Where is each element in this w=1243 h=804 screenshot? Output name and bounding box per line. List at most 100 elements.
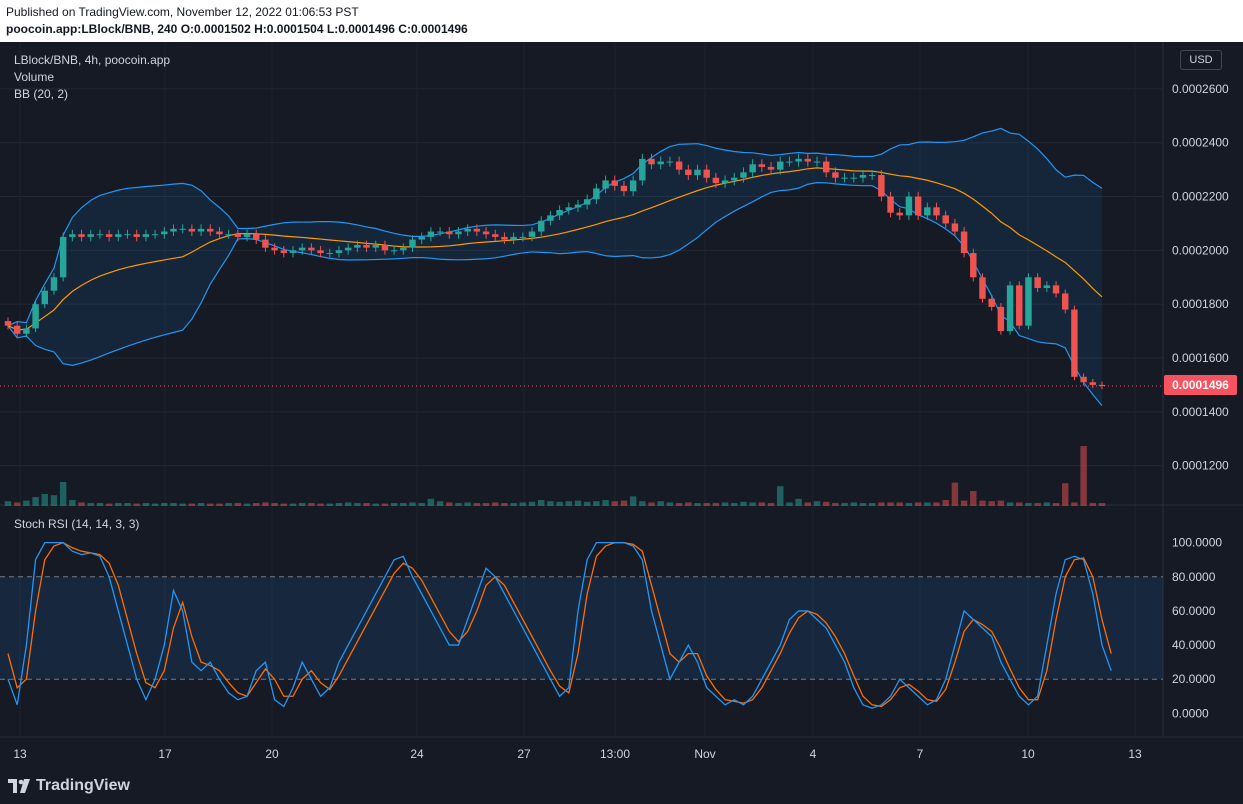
volume-bar xyxy=(896,502,903,506)
candle-body xyxy=(344,247,352,251)
candle-body xyxy=(721,180,729,184)
candle-body xyxy=(988,298,995,307)
candle-body xyxy=(556,210,563,216)
volume-bar xyxy=(105,503,113,506)
candle-body xyxy=(1043,285,1051,289)
volume-bar xyxy=(988,501,995,506)
volume-bar xyxy=(914,502,922,506)
candle-body xyxy=(878,175,885,197)
ohlc-line: poocoin.app:LBlock/BNB, 240 O:0.0001502 … xyxy=(6,22,468,36)
candle-body xyxy=(979,277,986,299)
volume-bar xyxy=(418,503,425,506)
high-label: H: xyxy=(254,22,267,36)
candle-body xyxy=(271,247,278,251)
stoch-tick-label: 40.0000 xyxy=(1172,638,1216,652)
candle-body xyxy=(1062,293,1069,310)
candle-body xyxy=(703,169,710,178)
close-label: C: xyxy=(398,22,411,36)
volume-bar xyxy=(170,503,177,506)
volume-bar xyxy=(565,501,573,506)
volume-bar xyxy=(161,503,168,506)
bb-basis-line xyxy=(7,167,1103,331)
stoch-tick-label: 0.0000 xyxy=(1172,706,1209,720)
time-tick-label: 27 xyxy=(517,747,531,761)
volume-bar xyxy=(611,501,618,506)
volume-bar xyxy=(602,500,609,506)
volume-bar xyxy=(197,503,205,506)
time-tick-label: 4 xyxy=(810,747,817,761)
candle-body xyxy=(4,321,12,326)
candle-body xyxy=(492,234,499,237)
legend-bb[interactable]: BB (20, 2) xyxy=(14,87,69,101)
volume-bar xyxy=(979,500,986,506)
candle-body xyxy=(565,207,573,210)
bb-fill xyxy=(8,128,1102,406)
legend-stoch-rsi[interactable]: Stoch RSI (14, 14, 3, 3) xyxy=(14,517,140,531)
volume-bar xyxy=(96,503,104,506)
candle-body xyxy=(997,306,1005,332)
volume-bar xyxy=(179,503,186,506)
candle-body xyxy=(795,158,802,162)
legend-volume[interactable]: Volume xyxy=(14,70,55,84)
candle-body xyxy=(905,196,913,216)
candle-body xyxy=(767,166,775,170)
candle-body xyxy=(593,188,600,200)
candle-body xyxy=(712,177,720,184)
candle-body xyxy=(32,304,39,329)
volume-bar xyxy=(749,502,756,506)
volume-bar xyxy=(1052,503,1060,506)
volume-bar xyxy=(308,503,315,506)
volume-bar xyxy=(832,503,839,506)
volume-bar xyxy=(795,498,802,506)
candle-body xyxy=(280,250,288,254)
current-price-tag: 0.0001496 xyxy=(1164,375,1237,395)
candle-body xyxy=(372,244,379,248)
candle-body xyxy=(262,239,269,248)
volume-bar xyxy=(188,503,196,506)
candle-body xyxy=(289,250,297,254)
candle-body xyxy=(96,234,104,236)
chart-area[interactable]: 0.0002600 0.0002400 0.0002200 0.0002000 0.00… xyxy=(0,42,1243,770)
candle-body xyxy=(914,196,922,216)
candle-body xyxy=(749,164,756,173)
candle-body xyxy=(105,234,113,237)
legend-title: LBlock/BNB, 4h, poocoin.app xyxy=(14,53,171,67)
candle-body xyxy=(87,234,94,237)
volume-bar xyxy=(381,503,389,506)
candle-body xyxy=(666,161,674,163)
candle-body xyxy=(133,234,140,237)
candle-body xyxy=(59,236,67,278)
volume-bar xyxy=(50,495,58,506)
volume-bar xyxy=(326,503,333,506)
tradingview-logo-icon xyxy=(8,779,30,793)
volume-bar xyxy=(41,494,48,506)
volume-bar xyxy=(225,503,232,506)
volume-bar xyxy=(427,498,435,506)
chart-canvas[interactable]: 0.0002600 0.0002400 0.0002200 0.0002000 0.00… xyxy=(0,42,1243,770)
close-value: 0.0001496 xyxy=(410,22,468,36)
candle-body xyxy=(1052,285,1060,294)
volume-bar xyxy=(289,503,297,506)
published-text: Published on TradingView.com, November 1… xyxy=(6,5,359,19)
volume-bar xyxy=(740,501,747,506)
volume-bar xyxy=(344,502,352,506)
tradingview-logo[interactable]: TradingView xyxy=(8,777,130,795)
candle-body xyxy=(124,234,131,236)
candle-body xyxy=(859,175,867,178)
volume-bar xyxy=(878,502,885,506)
volume-bar xyxy=(390,503,398,506)
volume-bar xyxy=(1062,483,1069,506)
candle-body xyxy=(758,164,766,167)
candle-body xyxy=(868,175,876,177)
currency-button[interactable]: USD xyxy=(1180,50,1222,70)
volume-bar xyxy=(253,503,260,506)
volume-bar xyxy=(721,502,729,506)
stoch-tick-label: 80.0000 xyxy=(1172,570,1216,584)
brand-name: TradingView xyxy=(36,777,130,794)
volume-bar xyxy=(841,503,848,506)
candle-body xyxy=(151,234,159,236)
low-label: L: xyxy=(326,22,339,36)
volume-bar xyxy=(997,500,1005,506)
candle-body xyxy=(777,161,784,170)
volume-bar xyxy=(1080,446,1087,506)
